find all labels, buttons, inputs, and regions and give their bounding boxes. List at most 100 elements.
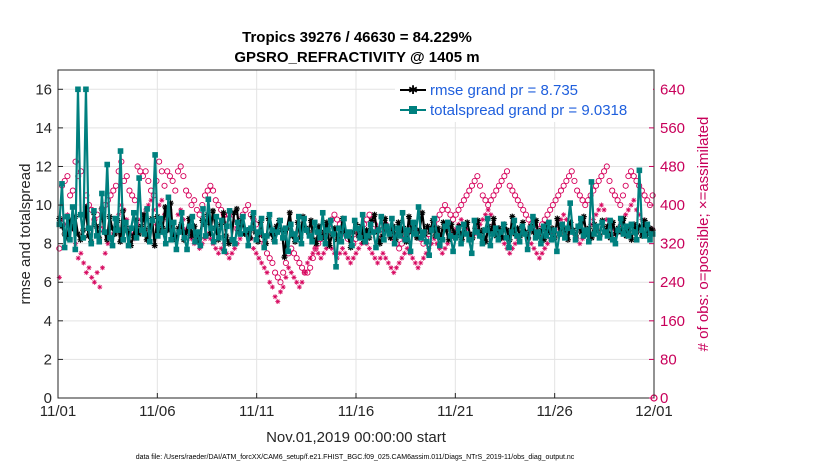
series-point-1 (498, 229, 504, 235)
series-point-1 (455, 225, 462, 232)
series-point-1 (367, 221, 374, 228)
assimilated-obs-stroke (81, 260, 86, 266)
assimilated-obs-marker (215, 250, 221, 256)
series-point-1 (559, 221, 566, 228)
possible-obs-marker (201, 192, 209, 199)
series-point-1 (474, 229, 480, 235)
series-point-1 (556, 231, 563, 237)
assimilated-obs-stroke (157, 202, 162, 208)
assimilated-obs-stroke (299, 280, 305, 285)
assimilated-obs-stroke (84, 270, 89, 275)
possible-obs-marker (598, 173, 605, 180)
series-point-1 (413, 231, 419, 237)
possible-obs-marker (72, 158, 79, 165)
y-tick-label: 4 (44, 313, 52, 330)
assimilated-obs-stroke (558, 217, 564, 222)
series-point-1 (330, 231, 337, 237)
possible-obs-marker (126, 187, 133, 194)
assimilated-obs-stroke (310, 251, 315, 256)
possible-obs-marker (110, 187, 117, 194)
series-point-1 (224, 223, 230, 230)
series-point-1 (125, 242, 132, 249)
series-point-stroke (406, 214, 412, 220)
assimilated-obs-marker (99, 265, 105, 271)
series-point-1 (495, 236, 502, 243)
possible-obs-marker (619, 192, 627, 199)
series-point-1 (266, 211, 273, 218)
series-point-1 (181, 235, 188, 241)
series-point-1 (567, 200, 573, 206)
assimilated-obs-marker (380, 250, 386, 256)
assimilated-obs-stroke (378, 256, 383, 261)
series-point-stroke (628, 237, 635, 243)
assimilated-obs-stroke (216, 251, 221, 256)
assimilated-obs-marker (94, 270, 100, 276)
series-point-1 (240, 213, 246, 220)
assimilated-obs-marker (315, 250, 321, 256)
assimilated-obs-stroke (394, 265, 399, 270)
possible-obs-marker (185, 192, 192, 199)
series-point-1 (314, 229, 321, 235)
series-point-1 (503, 235, 510, 241)
assimilated-obs-marker (97, 284, 103, 290)
series-point-1 (421, 229, 427, 235)
possible-obs-marker (490, 192, 497, 199)
possible-obs-marker (641, 192, 648, 199)
assimilated-obs-stroke (267, 280, 272, 285)
possible-obs-marker (565, 173, 573, 180)
series-point-1 (322, 240, 329, 247)
assimilated-obs-marker (385, 260, 391, 266)
series-point-stroke (313, 241, 319, 247)
series-point-1 (570, 229, 576, 235)
series-point-1 (293, 236, 299, 243)
possible-obs-marker (649, 192, 656, 199)
series-point-stroke (210, 208, 216, 214)
assimilated-obs-marker (501, 241, 507, 247)
series-point-1 (649, 231, 656, 237)
assimilated-obs-marker (623, 212, 629, 218)
series-point-1 (338, 238, 345, 245)
possible-obs-marker (334, 216, 341, 223)
series-point-1 (452, 235, 459, 241)
y-right-tick-label: 240 (660, 274, 685, 291)
x-tick-label: 11/01 (40, 403, 76, 420)
series-point-1 (575, 223, 581, 230)
assimilated-obs-marker (283, 274, 289, 280)
series-point-1 (168, 236, 174, 243)
assimilated-obs-stroke (286, 265, 291, 270)
series-point-1 (248, 225, 254, 232)
possible-obs-marker (563, 177, 570, 184)
y-tick-label: 14 (35, 120, 52, 137)
possible-obs-marker (269, 259, 276, 266)
series-point-1 (535, 229, 542, 235)
series-point-1 (128, 225, 134, 232)
assimilated-obs-marker (81, 260, 87, 266)
series-point-1 (194, 229, 201, 235)
series-point-1 (295, 213, 302, 220)
series-point-1 (383, 223, 390, 230)
series-point-1 (639, 227, 645, 233)
series-point-stroke (234, 206, 240, 212)
y-axis-label-right: # of obs: o=possible; ×=assimilated (695, 117, 712, 352)
assimilated-obs-marker (593, 212, 599, 218)
assimilated-obs-stroke (418, 260, 423, 266)
possible-obs-marker (609, 187, 616, 194)
assimilated-obs-marker (294, 279, 300, 285)
series-point-1 (250, 209, 257, 216)
assimilated-obs-stroke (103, 251, 108, 256)
possible-obs-marker (444, 206, 451, 213)
assimilated-obs-marker (628, 202, 634, 208)
series-point-1 (476, 233, 483, 239)
series-point-stroke (395, 219, 402, 226)
series-point-0 (209, 207, 216, 214)
possible-obs-marker (263, 250, 271, 257)
series-point-1 (67, 236, 73, 243)
assimilated-obs-stroke (302, 270, 307, 275)
possible-obs-marker (293, 255, 300, 262)
assimilated-obs-marker (393, 265, 399, 271)
possible-obs-marker (463, 192, 470, 199)
assimilated-obs-marker (280, 284, 286, 290)
assimilated-obs-marker (318, 255, 324, 261)
possible-obs-marker (242, 206, 249, 213)
assimilated-obs-stroke (92, 280, 97, 285)
